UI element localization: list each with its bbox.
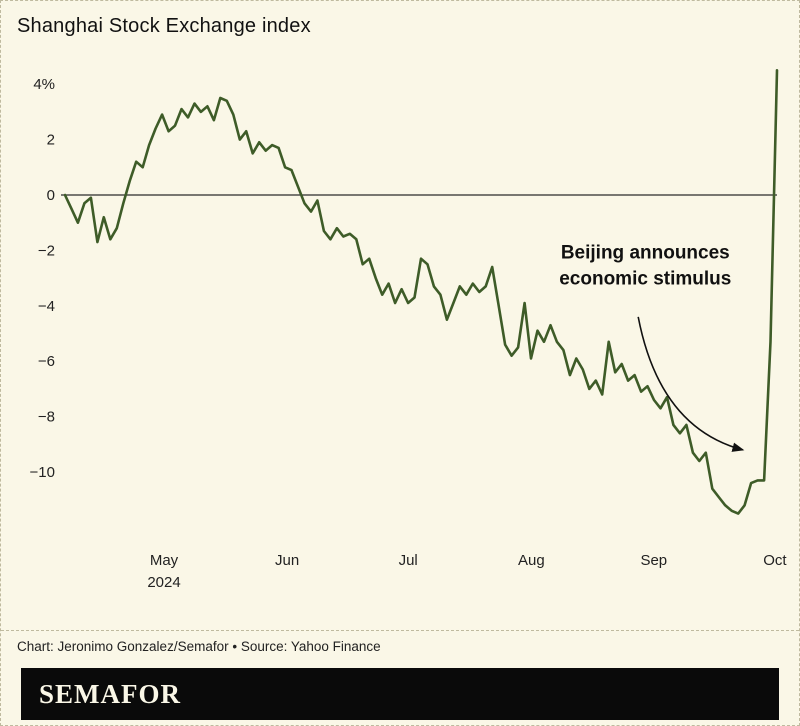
x-tick-label: Sep	[640, 552, 667, 569]
x-tick-label: Jun	[275, 552, 299, 569]
y-tick-label: −2	[38, 242, 55, 259]
x-tick-label: May	[150, 552, 179, 569]
annotation-arrow	[637, 316, 745, 452]
y-tick-label: 4%	[33, 76, 55, 93]
y-tick-label: −4	[38, 298, 55, 315]
y-tick-label: 0	[47, 187, 55, 204]
source-caption: Chart: Jeronimo Gonzalez/Semafor • Sourc…	[17, 639, 381, 654]
x-tick-label: Oct	[763, 552, 787, 569]
index-line	[63, 68, 779, 515]
annotation-text: economic stimulus	[559, 269, 731, 290]
footer-bar: SEMAFOR	[21, 668, 779, 720]
divider-line	[1, 630, 799, 631]
y-tick-label: 2	[47, 132, 55, 149]
x-tick-label: Jul	[399, 552, 418, 569]
y-tick-label: −8	[38, 409, 55, 426]
line-chart: 4% 2 0 −2 −4 −6 −8 −10 May 2024 Jun Jul Aug Sep Oct Bei…	[30, 68, 787, 591]
semafor-logo: SEMAFOR	[39, 678, 181, 709]
x-tick-label: Aug	[518, 552, 545, 569]
y-tick-label: −10	[30, 464, 55, 481]
annotation-text: Beijing announces	[561, 243, 730, 264]
y-tick-label: −6	[38, 353, 55, 370]
x-tick-sublabel: 2024	[147, 574, 180, 591]
page-title: Shanghai Stock Exchange index	[17, 15, 311, 37]
chart-area: 4% 2 0 −2 −4 −6 −8 −10 May 2024 Jun Jul Aug Sep Oct Bei…	[11, 46, 789, 626]
